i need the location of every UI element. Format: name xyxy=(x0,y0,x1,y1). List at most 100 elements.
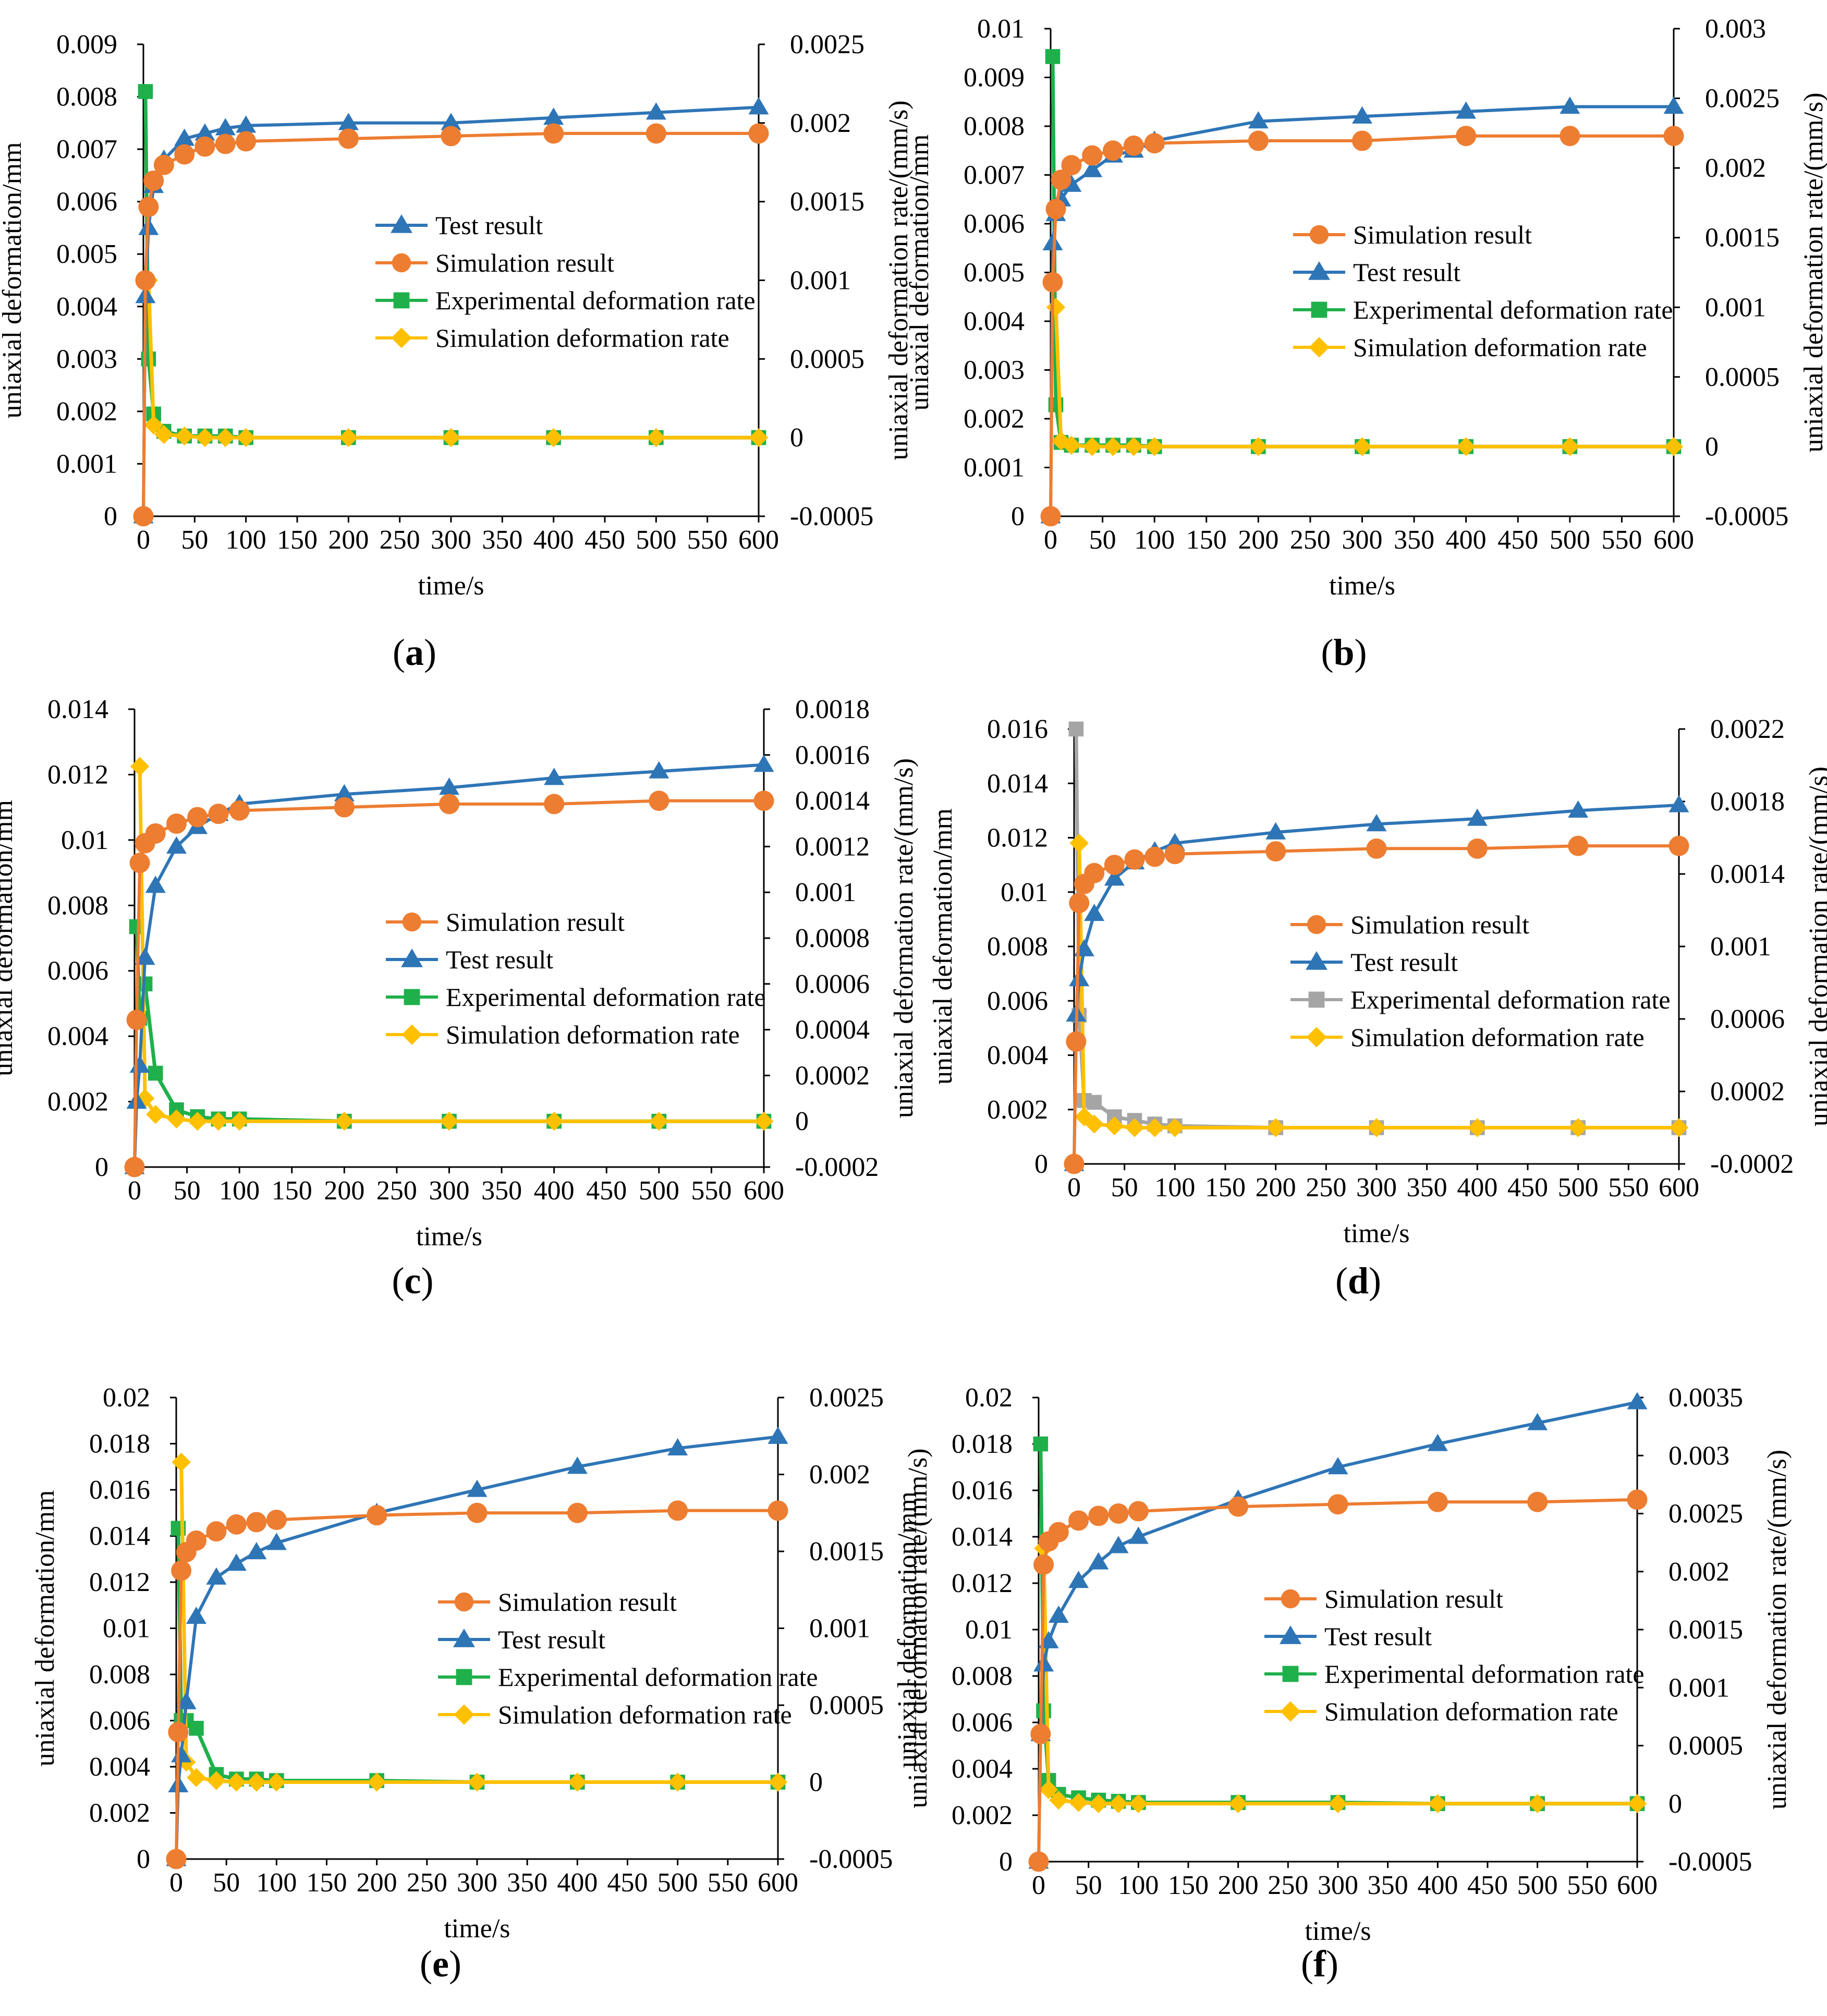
data-point-test xyxy=(753,755,774,772)
y-tick-label-right: 0.001 xyxy=(809,1614,870,1644)
x-tick-label: 50 xyxy=(213,1868,240,1898)
x-tick-label: 600 xyxy=(744,1176,784,1206)
y-tick-label-left: 0.003 xyxy=(56,344,117,374)
data-point-test xyxy=(1427,1434,1448,1451)
y-tick-label-right: 0.0025 xyxy=(790,30,864,59)
chart-panel-e: 0 50 100 150 200 250 300 350 400 450 500 550 600 0 0.0… xyxy=(30,1383,933,1985)
data-point-sim xyxy=(1228,1496,1249,1517)
x-tick-label: 600 xyxy=(1659,1173,1699,1203)
x-tick-label: 400 xyxy=(1457,1173,1497,1203)
y-tick-label-right: 0.0005 xyxy=(1668,1731,1743,1761)
panel-caption: (e) xyxy=(420,1943,461,1985)
data-point-test xyxy=(176,1692,197,1709)
x-tick-label: 450 xyxy=(1507,1173,1548,1203)
panel-caption-part: ( xyxy=(1321,631,1333,673)
y-tick-label-right: 0 xyxy=(1668,1789,1682,1819)
x-tick-label: 300 xyxy=(1342,525,1383,555)
x-tick-label: 600 xyxy=(758,1868,798,1898)
y-tick-label-left: 0.002 xyxy=(47,1087,108,1117)
data-point-sim_rate xyxy=(1145,1118,1164,1137)
y-tick-label-right: 0.0002 xyxy=(1710,1077,1785,1107)
series-sim xyxy=(1028,1489,1648,1872)
data-point-test xyxy=(1265,822,1286,840)
data-point-sim xyxy=(441,126,461,147)
data-point-test xyxy=(1352,106,1372,124)
data-point-test xyxy=(1068,1571,1089,1588)
data-point-sim xyxy=(168,1722,189,1743)
data-point-exp_rate xyxy=(1045,49,1061,64)
legend-label: Test result xyxy=(446,945,553,974)
data-point-sim_rate xyxy=(130,757,150,776)
legend-label: Test result xyxy=(1324,1622,1432,1651)
data-point-sim xyxy=(1265,841,1286,862)
data-point-test xyxy=(439,778,459,795)
series-sim xyxy=(133,123,769,527)
data-point-sim xyxy=(129,853,150,873)
y-tick-label-right: 0.0008 xyxy=(795,924,870,953)
y-tick-label-left: 0.006 xyxy=(56,187,117,217)
y-tick-label-left: 0.004 xyxy=(47,1022,108,1051)
panel-caption-part: d xyxy=(1348,1260,1369,1302)
series-line-sim_rate xyxy=(138,766,764,1123)
x-tick-label: 500 xyxy=(636,525,676,555)
legend-label: Simulation deformation rate xyxy=(1324,1697,1618,1726)
y-axis-title-left: uniaxial deformation/mm xyxy=(0,142,27,419)
data-point-sim_rate xyxy=(1109,1794,1128,1813)
panel-caption: (b) xyxy=(1321,631,1367,673)
x-tick-label: 0 xyxy=(169,1868,183,1898)
legend-label: Simulation deformation rate xyxy=(1350,1023,1645,1052)
x-tick-label: 200 xyxy=(1256,1173,1296,1203)
data-point-sim xyxy=(338,128,359,149)
data-point-sim xyxy=(166,1849,187,1869)
x-tick-label: 250 xyxy=(376,1176,417,1206)
x-tick-label: 350 xyxy=(482,525,522,555)
data-point-sim_rate xyxy=(1129,1794,1148,1813)
data-point-sim xyxy=(135,270,156,290)
x-tick-label: 100 xyxy=(256,1868,297,1898)
data-point-sim_rate xyxy=(1528,1794,1547,1813)
legend-marker-sim xyxy=(402,912,422,932)
data-point-sim xyxy=(166,813,187,834)
data-point-sim xyxy=(1248,130,1269,151)
legend-label: Experimental deformation rate xyxy=(498,1662,818,1692)
data-point-sim xyxy=(543,123,564,144)
data-point-sim xyxy=(667,1500,688,1521)
legend-marker-sim_rate xyxy=(454,1704,474,1725)
x-tick-label: 0 xyxy=(1032,1871,1045,1900)
y-tick-label-right: 0 xyxy=(795,1107,809,1136)
y-tick-label-right: -0.0005 xyxy=(809,1844,893,1874)
data-point-sim xyxy=(1048,1522,1069,1543)
x-tick-label: 550 xyxy=(1567,1871,1607,1900)
y-axis-title-right: uniaxial deformation rate/(mm/s) xyxy=(1799,92,1827,452)
data-point-test xyxy=(338,113,359,130)
data-point-test xyxy=(543,107,564,125)
y-tick-label-left: 0.003 xyxy=(964,356,1025,385)
series-line-test xyxy=(1073,804,1679,1164)
data-point-test xyxy=(194,123,215,141)
y-tick-label-left: 0.005 xyxy=(964,258,1025,288)
data-point-sim xyxy=(145,823,166,844)
data-point-sim xyxy=(226,1514,247,1535)
series-sim xyxy=(1040,126,1684,527)
data-point-sim_rate xyxy=(339,428,358,447)
series-sim_rate xyxy=(1046,298,1684,456)
x-tick-label: 200 xyxy=(357,1868,397,1898)
data-point-sim xyxy=(1144,133,1165,154)
data-point-test xyxy=(266,1533,287,1550)
chart-panel-f: 0 50 100 150 200 250 300 350 400 450 500 550 600 0 0.0… xyxy=(893,1383,1792,1985)
data-point-sim xyxy=(1668,835,1689,856)
y-tick-label-left: 0.002 xyxy=(89,1799,150,1828)
data-point-sim_rate xyxy=(1144,437,1164,456)
data-point-sim xyxy=(1568,835,1589,856)
x-tick-label: 600 xyxy=(738,525,779,555)
data-point-sim xyxy=(229,800,250,821)
y-tick-label-left: 0.001 xyxy=(56,449,117,479)
data-point-exp_rate xyxy=(189,1720,204,1736)
data-point-sim xyxy=(186,1530,206,1551)
legend-marker-exp_rate xyxy=(1311,301,1327,318)
data-point-sim_rate xyxy=(1560,437,1580,456)
x-tick-label: 250 xyxy=(1306,1173,1346,1203)
y-tick-label-right: 0.0005 xyxy=(1705,362,1780,392)
x-tick-label: 400 xyxy=(1417,1871,1458,1900)
data-point-sim xyxy=(1560,126,1580,147)
